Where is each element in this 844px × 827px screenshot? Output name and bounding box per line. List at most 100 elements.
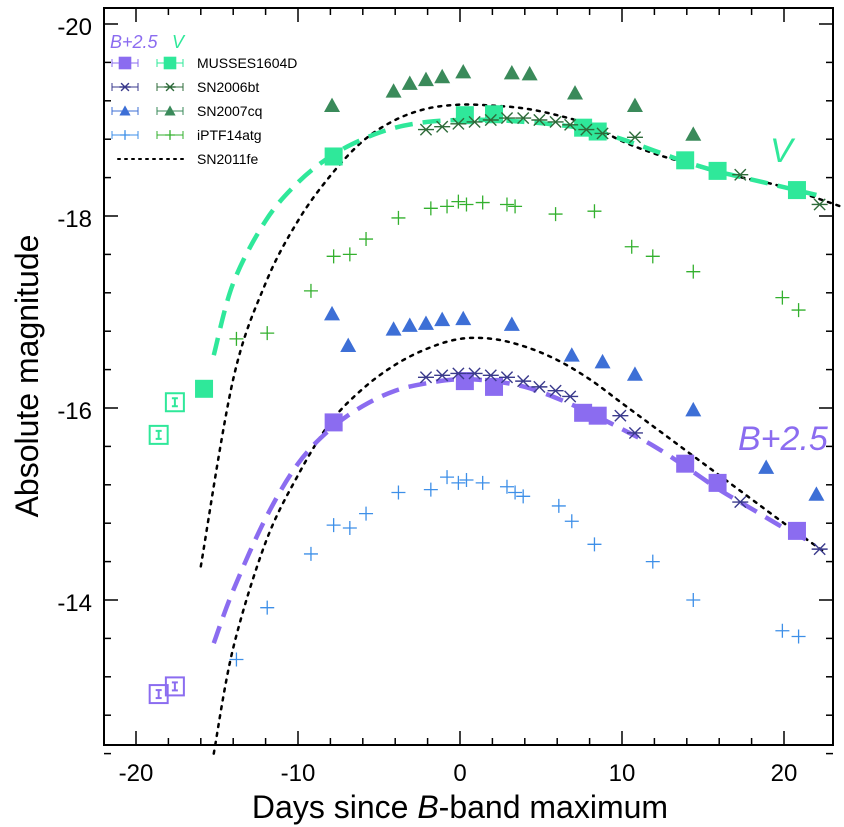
point-musses1604d-v <box>708 161 727 180</box>
legend-header-b: B+2.5 <box>110 32 159 52</box>
point-iptf14atg-b <box>508 485 523 500</box>
point-iptf14atg-b <box>423 482 438 497</box>
point-sn2006bt-b <box>531 380 548 393</box>
point-sn2007cq-b <box>385 321 402 336</box>
point-sn2007cq-v <box>417 71 434 87</box>
point-musses1604d-v <box>676 151 695 170</box>
x-tick-label: 20 <box>771 760 798 787</box>
x-tick-label: 10 <box>609 760 636 787</box>
point-sn2006bt-v <box>417 123 434 136</box>
point-iptf14atg-v <box>686 264 701 279</box>
series-sn2006bt-b <box>417 367 828 556</box>
point-iptf14atg-b <box>564 514 579 529</box>
x-axis-title-part: Days since <box>252 789 417 825</box>
point-iptf14atg-v <box>587 204 602 219</box>
series-sn2006bt-v <box>417 111 828 211</box>
x-axis-title-part: -band maximum <box>439 789 668 825</box>
point-sn2006bt-b <box>732 495 749 509</box>
point-musses1604d-b <box>588 406 607 425</box>
point-musses1604d-b-box <box>148 684 169 705</box>
point-sn2006bt-v <box>466 115 483 129</box>
point-musses1604d-v <box>455 106 474 125</box>
point-musses1604d-v <box>787 181 806 200</box>
point-iptf14atg-b <box>451 475 466 490</box>
point-sn2007cq-v <box>567 85 584 100</box>
point-sn2006bt-b <box>612 409 629 422</box>
legend-marker-musses1604d <box>163 56 177 70</box>
point-iptf14atg-b <box>475 475 490 490</box>
point-musses1604d-b <box>455 372 474 391</box>
point-iptf14atg-v <box>475 195 490 210</box>
y-tick-label: -14 <box>57 590 92 617</box>
b-band-label: B+2.5 <box>738 420 828 458</box>
point-iptf14atg-v <box>260 326 275 341</box>
b-band-label-text: B+2.5 <box>738 420 828 458</box>
point-iptf14atg-v <box>459 197 474 212</box>
point-sn2007cq-b <box>324 305 341 321</box>
point-sn2007cq-b <box>626 366 643 381</box>
legend: B+2.5 V MUSSES1604D SN2006bt SN2007cq iP… <box>110 32 297 167</box>
point-sn2006bt-v <box>547 115 564 129</box>
point-iptf14atg-v <box>391 210 406 225</box>
point-sn2006bt-b <box>811 543 828 556</box>
point-iptf14atg-b <box>229 652 244 667</box>
point-iptf14atg-v <box>359 232 374 247</box>
point-sn2006bt-b <box>434 369 451 382</box>
point-iptf14atg-b <box>459 473 474 487</box>
point-sn2006bt-v <box>578 123 595 136</box>
point-sn2006bt-b <box>547 384 564 397</box>
point-iptf14atg-b <box>391 485 406 500</box>
point-iptf14atg-b <box>516 489 531 504</box>
series-musses1604d-b <box>324 372 806 540</box>
point-sn2007cq-v <box>626 97 643 112</box>
point-sn2007cq-v <box>324 97 341 112</box>
legend-label-sn2011fe: SN2011fe <box>197 151 258 167</box>
y-tick-labels: -20 -18 -16 -14 <box>57 14 92 617</box>
point-musses1604d-b-box <box>164 676 185 697</box>
curve-musses1604d-b <box>211 376 810 644</box>
point-sn2006bt-b <box>562 390 579 403</box>
point-musses1604d-b <box>787 521 806 540</box>
point-sn2006bt-v <box>515 111 532 125</box>
point-sn2007cq-v <box>503 64 520 80</box>
axis-ticks <box>104 8 833 755</box>
point-sn2007cq-v <box>385 83 402 98</box>
point-sn2007cq-v <box>455 64 472 79</box>
point-iptf14atg-v <box>326 249 341 264</box>
point-iptf14atg-b <box>260 600 275 615</box>
point-musses1604d-b <box>574 403 593 422</box>
point-iptf14atg-b <box>645 554 660 569</box>
point-iptf14atg-b <box>686 593 701 607</box>
point-iptf14atg-v <box>440 199 455 214</box>
point-iptf14atg-b <box>499 479 514 494</box>
point-sn2007cq-v <box>521 65 538 81</box>
point-iptf14atg-b <box>440 470 455 485</box>
point-sn2006bt-v <box>594 127 611 140</box>
point-iptf14atg-v <box>775 290 790 305</box>
legend-symbols <box>111 56 187 160</box>
point-iptf14atg-b <box>359 506 374 521</box>
point-musses1604d-v <box>588 122 607 141</box>
point-musses1604d-v <box>574 118 593 137</box>
point-sn2007cq-v <box>434 68 451 84</box>
point-musses1604d-v-box <box>164 392 185 413</box>
legend-marker-sn2006bt <box>119 82 131 92</box>
point-sn2007cq-b <box>594 353 611 369</box>
x-tick-label: -20 <box>119 760 154 787</box>
point-sn2007cq-b <box>455 310 472 326</box>
x-tick-label: 0 <box>453 760 466 787</box>
point-iptf14atg-v <box>423 201 438 216</box>
legend-marker-sn2006bt <box>164 82 176 92</box>
point-iptf14atg-v <box>499 197 514 212</box>
x-axis-title-band: B <box>417 789 438 825</box>
series-iptf14atg-b <box>229 470 806 667</box>
point-iptf14atg-v <box>451 194 466 209</box>
point-iptf14atg-v <box>303 283 318 298</box>
series-musses1604d-v <box>148 392 185 445</box>
point-musses1604d-v <box>148 424 169 445</box>
series-iptf14atg-v <box>229 194 806 346</box>
point-sn2007cq-b <box>685 401 702 417</box>
point-sn2007cq-b <box>417 315 434 330</box>
point-musses1604d-b <box>148 684 169 705</box>
series-musses1604d-v <box>195 105 806 398</box>
